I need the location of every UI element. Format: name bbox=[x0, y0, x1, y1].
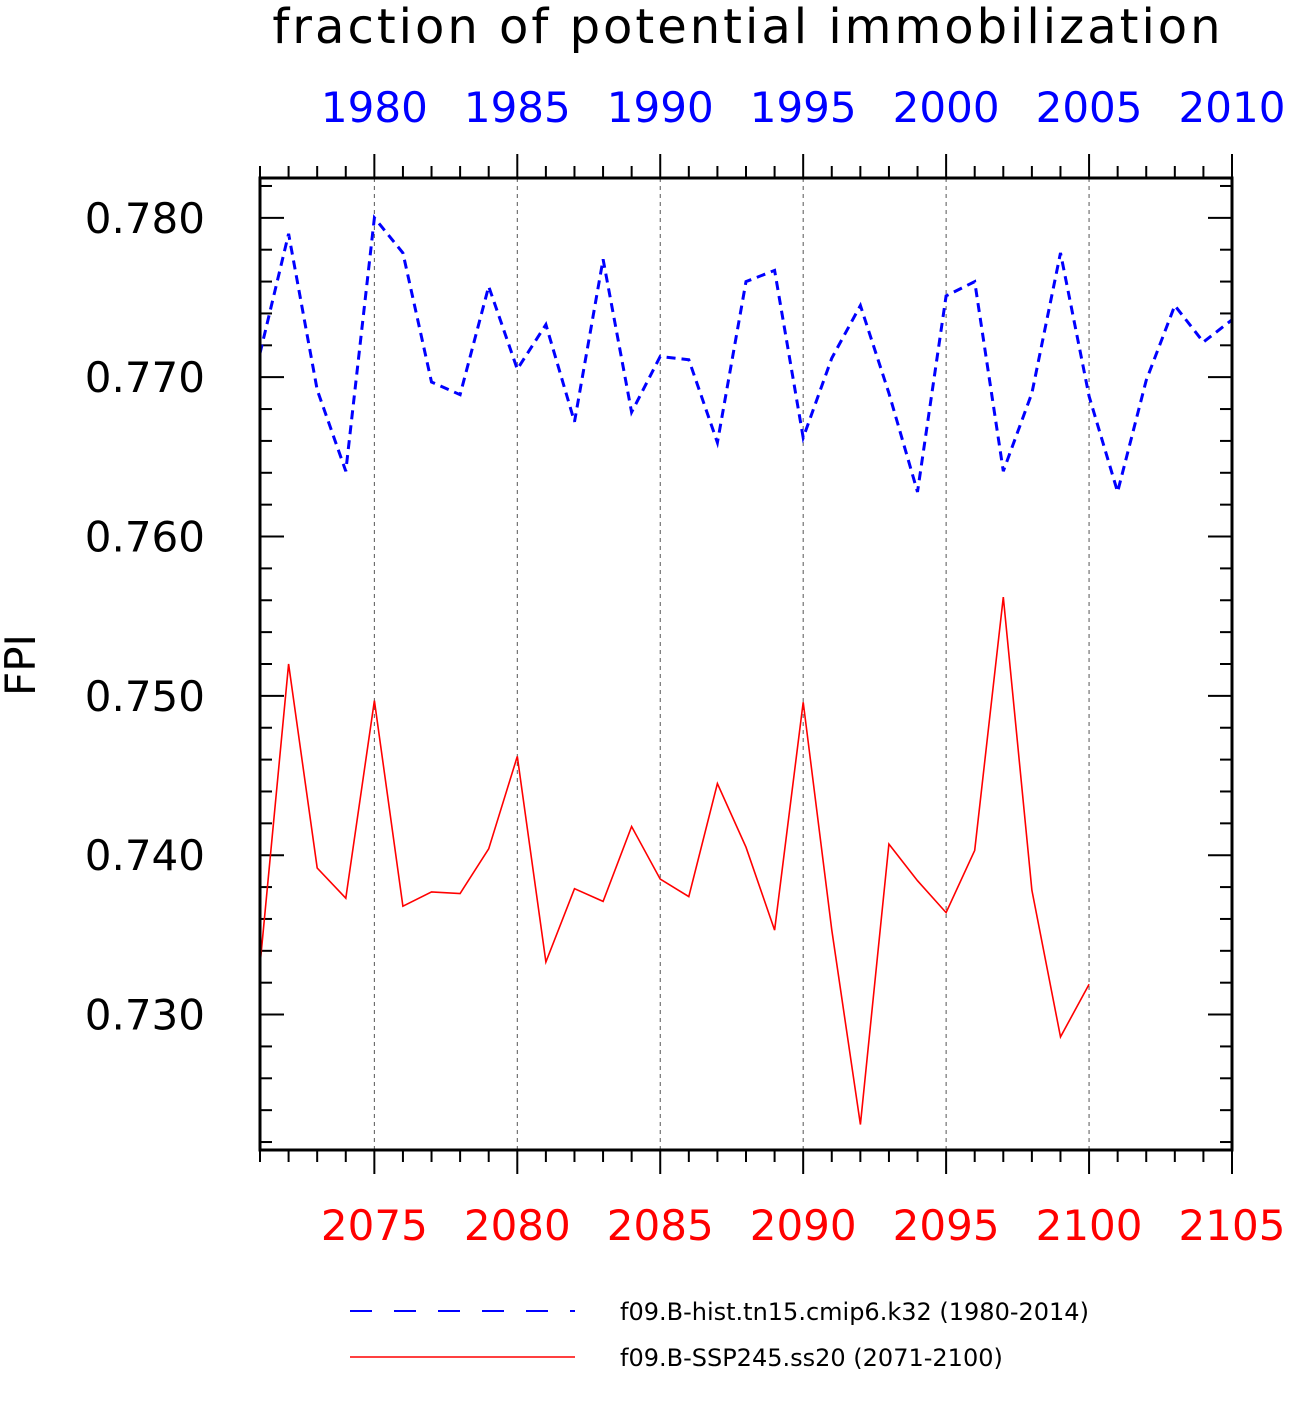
top-axis-labels: 1980 1985 1990 1995 2000 2005 2010 bbox=[321, 83, 1286, 132]
chart-title: fraction of potential immobilization bbox=[272, 0, 1223, 55]
series-group bbox=[258, 214, 1233, 1125]
bottom-tick-label: 2080 bbox=[464, 1201, 571, 1250]
series-line-0 bbox=[258, 214, 1233, 498]
y-tick-label: 0.740 bbox=[85, 831, 205, 880]
y-tick-label: 0.730 bbox=[85, 991, 205, 1040]
axis-ticks bbox=[259, 154, 1233, 1174]
vertical-grid bbox=[373, 178, 1090, 1150]
y-tick-label: 0.750 bbox=[85, 672, 205, 721]
legend-label-hist: f09.B-hist.tn15.cmip6.k32 (1980-2014) bbox=[620, 1298, 1089, 1326]
top-tick-label: 1990 bbox=[607, 83, 714, 132]
top-tick-label: 1995 bbox=[750, 83, 857, 132]
top-tick-label: 2005 bbox=[1036, 83, 1143, 132]
series-line-1 bbox=[259, 597, 1090, 1125]
top-tick-label: 1980 bbox=[321, 83, 428, 132]
bottom-axis-labels: 2075 2080 2085 2090 2095 2100 2105 bbox=[321, 1201, 1286, 1250]
bottom-tick-label: 2075 bbox=[321, 1201, 428, 1250]
bottom-tick-label: 2090 bbox=[750, 1201, 857, 1250]
y-tick-label: 0.770 bbox=[85, 353, 205, 402]
legend: f09.B-hist.tn15.cmip6.k32 (1980-2014) f0… bbox=[350, 1298, 1089, 1372]
bottom-tick-label: 2105 bbox=[1179, 1201, 1286, 1250]
top-tick-label: 2010 bbox=[1179, 83, 1286, 132]
bottom-tick-label: 2095 bbox=[893, 1201, 1000, 1250]
plot-frame bbox=[258, 176, 1234, 1152]
top-tick-label: 1985 bbox=[464, 83, 571, 132]
bottom-tick-label: 2100 bbox=[1036, 1201, 1143, 1250]
bottom-tick-label: 2085 bbox=[607, 1201, 714, 1250]
y-axis-label: FPI bbox=[0, 634, 45, 696]
top-tick-label: 2000 bbox=[893, 83, 1000, 132]
y-tick-label: 0.760 bbox=[85, 513, 205, 562]
y-axis-labels: 0.730 0.740 0.750 0.760 0.770 0.780 bbox=[85, 194, 205, 1040]
legend-label-ssp245: f09.B-SSP245.ss20 (2071-2100) bbox=[620, 1344, 1003, 1372]
y-tick-label: 0.780 bbox=[85, 194, 205, 243]
